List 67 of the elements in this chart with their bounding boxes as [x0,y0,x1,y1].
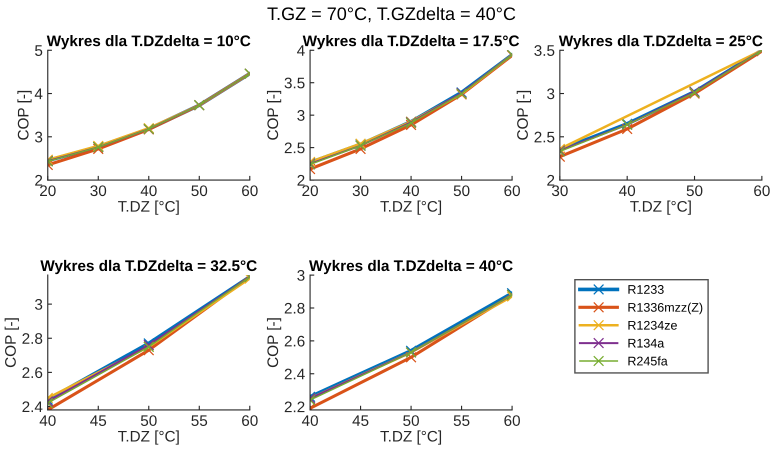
x-axis-title: T.DZ [°C] [380,430,442,445]
y-tick-label: 5 [35,45,42,56]
y-tick-label: 2.5 [534,132,554,142]
chart-title: Wykres dla T.DZdelta = 10°C [46,35,250,50]
x-tick-label: 20 [302,185,318,196]
x-tick-label: 40 [402,185,419,196]
y-tick-label: 2.4 [22,401,42,412]
y-axis-title: COP [-] [266,90,282,140]
x-tick-label: 40 [140,185,157,196]
x-tick-label: 30 [552,185,568,196]
y-tick-label: 3.5 [534,45,554,56]
y-tick-label: 2 [35,174,42,186]
x-tick-label: 45 [352,415,368,426]
y-axis-title: COP [-] [516,90,531,140]
y-tick-label: 2.6 [22,367,42,378]
x-tick-label: 40 [619,185,636,196]
y-tick-label: 3 [34,298,42,310]
x-tick-label: 45 [90,415,106,426]
chart-title: Wykres dla T.DZdelta = 25°C [558,35,762,50]
x-tick-label: 60 [242,415,258,426]
x-tick-label: 50 [686,185,702,196]
y-tick-label: 2.6 [284,336,305,347]
y-tick-label: 4 [34,88,42,100]
y-tick-label: 2.4 [284,368,305,380]
legend-label: R134a [628,338,664,348]
x-tick-label: 60 [504,185,520,196]
x-tick-label: 60 [242,185,258,196]
x-axis-title: T.DZ [°C] [118,430,179,445]
x-tick-label: 20 [40,185,56,196]
x-axis-title: T.DZ [°C] [630,200,691,215]
x-axis-title: T.DZ [°C] [118,200,179,215]
x-tick-label: 50 [403,415,419,426]
x-tick-label: 60 [504,415,520,426]
x-tick-label: 60 [754,185,770,196]
y-axis-title: COP [-] [4,318,19,368]
legend-label: R1336mzz(Z) [628,302,702,314]
text: T.GZ = 70°C, T.GZdelta = 40°C [267,6,516,22]
y-tick-label: 3 [34,132,42,142]
chart-title: Wykres dla T.DZdelta = 40°C [309,260,513,274]
legend-label: R245fa [628,356,668,366]
x-axis-title: T.DZ [°C] [380,200,442,215]
y-tick-label: 2 [547,174,554,186]
y-axis-title: COP [-] [266,318,282,368]
y-tick-label: 2.2 [284,402,304,412]
chart-title: Wykres dla T.DZdelta = 17.5°C [302,35,520,50]
x-tick-label: 50 [140,415,157,426]
y-tick-label: 3 [297,110,305,121]
x-tick-label: 30 [352,185,368,196]
x-tick-label: 50 [454,185,470,196]
x-tick-label: 30 [90,185,106,196]
y-tick-label: 2.8 [22,333,42,344]
x-tick-label: 40 [40,415,56,426]
x-tick-label: 55 [454,415,470,426]
y-tick-label: 2.5 [284,142,305,154]
legend-label: R1234ze [628,320,677,330]
legend-label: R1233 [628,285,664,294]
y-tick-label: 3.5 [284,78,305,88]
y-tick-label: 2 [297,174,304,186]
y-tick-label: 3 [547,88,554,100]
y-tick-label: 2.8 [284,302,305,314]
y-axis-title: COP [-] [17,90,32,140]
x-tick-label: 50 [191,185,208,196]
y-tick-label: 3 [297,270,305,281]
x-tick-label: 55 [191,415,208,426]
x-tick-label: 40 [302,415,318,426]
chart-title: Wykres dla T.DZdelta = 32.5°C [40,260,257,274]
y-tick-label: 4 [297,45,305,56]
